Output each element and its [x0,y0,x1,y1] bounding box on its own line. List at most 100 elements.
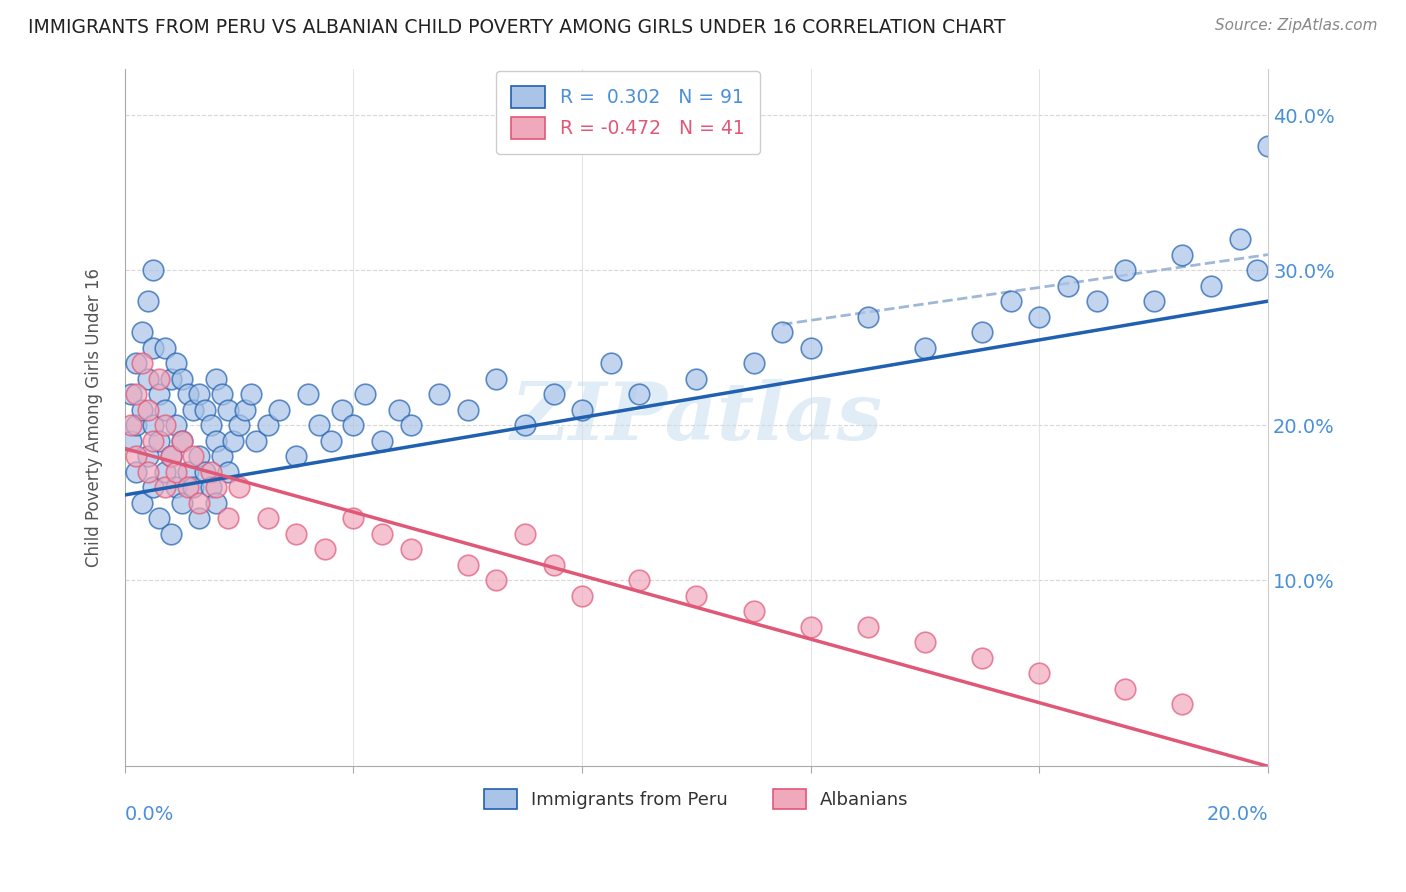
Point [136,294,159,309]
Point [159,526,181,541]
Point [342,511,364,525]
Point [148,387,170,401]
Y-axis label: Child Poverty Among Girls Under 16: Child Poverty Among Girls Under 16 [86,268,103,567]
Point [1114,681,1136,696]
Text: IMMIGRANTS FROM PERU VS ALBANIAN CHILD POVERTY AMONG GIRLS UNDER 16 CORRELATION : IMMIGRANTS FROM PERU VS ALBANIAN CHILD P… [28,18,1005,37]
Point [800,341,823,355]
Point [177,480,200,494]
Point [148,511,170,525]
Point [165,480,187,494]
Point [571,589,593,603]
Point [399,542,422,557]
Point [543,558,565,572]
Point [972,650,994,665]
Point [1171,247,1194,261]
Point [228,480,250,494]
Point [200,418,222,433]
Point [159,372,181,386]
Point [457,558,479,572]
Text: 0.0%: 0.0% [125,805,174,824]
Point [800,620,823,634]
Point [1057,278,1080,293]
Point [269,402,291,417]
Point [256,511,278,525]
Point [194,402,217,417]
Point [125,387,148,401]
Point [183,402,205,417]
Point [131,496,153,510]
Point [142,263,165,277]
Point [571,402,593,417]
Point [131,402,153,417]
Point [1199,278,1222,293]
Point [217,511,239,525]
Point [1114,263,1136,277]
Point [297,387,319,401]
Point [1000,294,1022,309]
Point [159,449,181,463]
Point [125,356,148,370]
Point [1028,310,1050,324]
Point [120,434,142,448]
Point [1143,294,1166,309]
Point [1246,263,1268,277]
Point [485,573,508,587]
Legend: Immigrants from Peru, Albanians: Immigrants from Peru, Albanians [477,781,915,816]
Point [170,372,193,386]
Point [354,387,377,401]
Point [170,434,193,448]
Point [233,402,256,417]
Point [914,635,936,649]
Point [142,480,165,494]
Point [856,620,879,634]
Point [165,356,187,370]
Point [125,465,148,479]
Point [342,418,364,433]
Point [228,418,250,433]
Point [200,465,222,479]
Point [125,418,148,433]
Point [427,387,450,401]
Point [120,418,142,433]
Point [685,372,707,386]
Point [285,526,308,541]
Text: Source: ZipAtlas.com: Source: ZipAtlas.com [1215,18,1378,33]
Point [1085,294,1108,309]
Point [136,372,159,386]
Point [314,542,336,557]
Point [742,604,765,618]
Point [170,496,193,510]
Point [153,341,176,355]
Point [628,573,651,587]
Point [217,465,239,479]
Point [183,449,205,463]
Point [165,418,187,433]
Point [211,387,233,401]
Point [153,402,176,417]
Point [165,465,187,479]
Point [308,418,330,433]
Point [543,387,565,401]
Point [245,434,267,448]
Point [388,402,411,417]
Point [217,402,239,417]
Point [742,356,765,370]
Point [399,418,422,433]
Point [972,325,994,339]
Point [685,589,707,603]
Point [159,449,181,463]
Point [285,449,308,463]
Point [142,434,165,448]
Point [330,402,353,417]
Point [148,372,170,386]
Point [188,496,211,510]
Point [256,418,278,433]
Point [222,434,245,448]
Point [142,341,165,355]
Point [188,387,211,401]
Point [142,418,165,433]
Point [136,449,159,463]
Point [205,480,228,494]
Point [1257,139,1279,153]
Point [148,434,170,448]
